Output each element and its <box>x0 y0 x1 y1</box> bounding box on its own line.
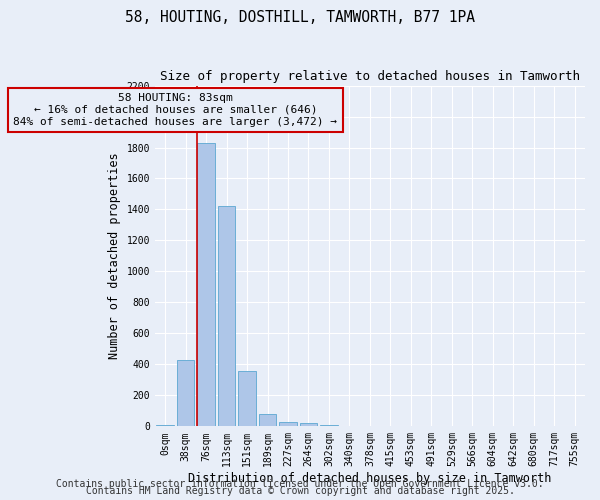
Bar <box>157 425 174 426</box>
Y-axis label: Number of detached properties: Number of detached properties <box>108 152 121 360</box>
Text: Contains HM Land Registry data © Crown copyright and database right 2025.: Contains HM Land Registry data © Crown c… <box>86 486 514 496</box>
Bar <box>320 425 338 426</box>
Bar <box>177 360 194 426</box>
Text: 58 HOUTING: 83sqm
← 16% of detached houses are smaller (646)
84% of semi-detache: 58 HOUTING: 83sqm ← 16% of detached hous… <box>13 94 337 126</box>
Bar <box>218 206 235 426</box>
Bar <box>279 422 297 426</box>
Title: Size of property relative to detached houses in Tamworth: Size of property relative to detached ho… <box>160 70 580 83</box>
Bar <box>259 414 276 426</box>
Bar <box>197 143 215 426</box>
X-axis label: Distribution of detached houses by size in Tamworth: Distribution of detached houses by size … <box>188 472 551 485</box>
Text: Contains public sector information licensed under the Open Government Licence v3: Contains public sector information licen… <box>56 479 544 489</box>
Bar <box>300 423 317 426</box>
Bar <box>238 370 256 426</box>
Text: 58, HOUTING, DOSTHILL, TAMWORTH, B77 1PA: 58, HOUTING, DOSTHILL, TAMWORTH, B77 1PA <box>125 10 475 25</box>
